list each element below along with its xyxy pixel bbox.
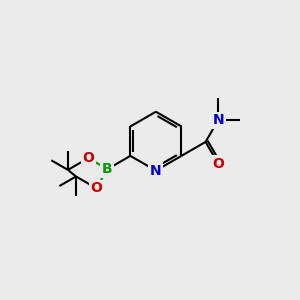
Text: O: O — [91, 181, 102, 195]
Text: O: O — [212, 157, 224, 171]
Text: O: O — [82, 151, 94, 165]
Text: B: B — [102, 162, 113, 176]
Text: N: N — [212, 113, 224, 127]
Text: N: N — [150, 164, 162, 178]
